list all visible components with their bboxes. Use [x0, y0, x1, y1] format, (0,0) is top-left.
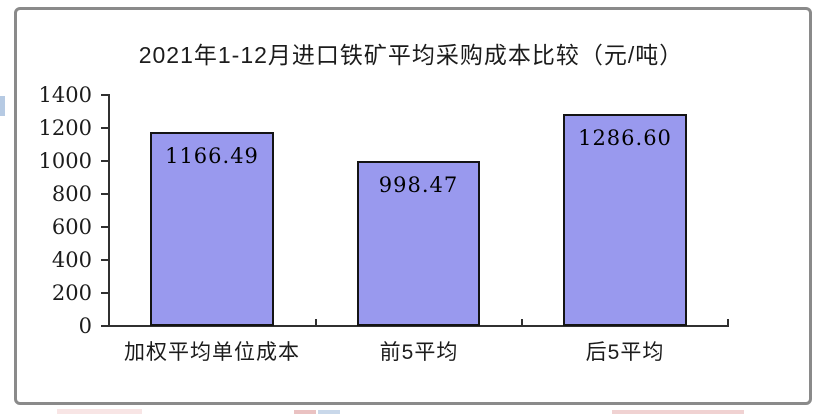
y-tick-label: 1400 [38, 83, 92, 107]
y-tick-label: 1000 [38, 149, 92, 173]
y-tick [101, 226, 109, 228]
chart-title: 2021年1-12月进口铁矿平均采购成本比较（元/吨） [138, 42, 684, 68]
y-tick [101, 259, 109, 261]
y-tick-label: 1200 [38, 116, 92, 140]
bar-value-label: 1286.60 [578, 126, 672, 150]
y-tick [101, 292, 109, 294]
edge-artifact [318, 410, 340, 414]
x-tick [315, 319, 317, 326]
bar-value-label: 998.47 [378, 173, 459, 197]
y-tick-label: 400 [51, 248, 92, 272]
y-tick [101, 325, 109, 327]
y-tick-label: 200 [51, 281, 92, 305]
y-tick [101, 193, 109, 195]
bar-last5-average: 1286.60 [563, 114, 687, 326]
x-tick [727, 319, 729, 326]
y-tick-label: 0 [78, 314, 92, 338]
y-tick-label: 600 [51, 215, 92, 239]
bar-first5-average: 998.47 [357, 161, 480, 326]
y-tick [101, 94, 109, 96]
y-tick-label: 800 [51, 182, 92, 206]
edge-artifact [612, 410, 744, 414]
edge-artifact [57, 409, 142, 414]
y-tick [101, 160, 109, 162]
x-tick [521, 319, 523, 326]
bar-weighted-average-unit-cost: 1166.49 [150, 132, 274, 326]
x-axis-line [108, 325, 729, 327]
x-category-label: 后5平均 [585, 341, 665, 364]
edge-artifact [294, 410, 316, 414]
edge-artifact [0, 96, 5, 116]
x-category-label: 前5平均 [379, 341, 459, 364]
y-tick [101, 127, 109, 129]
x-category-label: 加权平均单位成本 [124, 341, 300, 364]
y-axis-line [108, 94, 110, 327]
bar-value-label: 1166.49 [165, 144, 259, 168]
